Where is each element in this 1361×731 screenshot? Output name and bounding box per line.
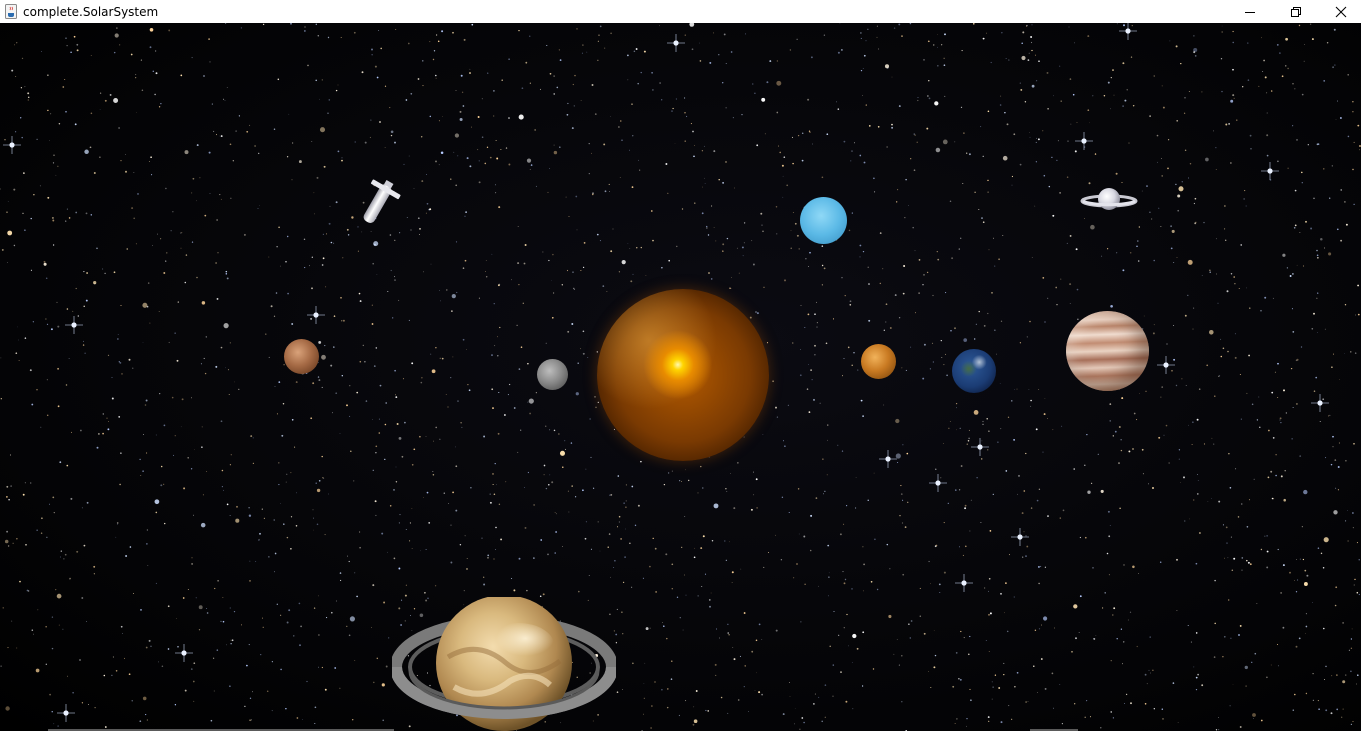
sun bbox=[597, 289, 769, 461]
restore-button[interactable] bbox=[1273, 0, 1319, 23]
scroll-indicator-right bbox=[1030, 729, 1078, 731]
solar-system-canvas[interactable] bbox=[0, 23, 1361, 731]
close-button[interactable] bbox=[1318, 0, 1361, 23]
window-title: complete.SolarSystem bbox=[23, 4, 159, 19]
satellite bbox=[363, 179, 401, 223]
planet-earth bbox=[952, 349, 996, 393]
planet-uranus bbox=[800, 197, 847, 244]
restore-icon bbox=[1291, 6, 1301, 17]
planet-mars bbox=[284, 339, 319, 374]
planet-jupiter bbox=[1066, 311, 1149, 391]
java-cup-icon bbox=[4, 4, 18, 20]
close-icon bbox=[1335, 6, 1347, 17]
minimize-icon bbox=[1245, 11, 1255, 13]
planet-mercury bbox=[537, 359, 568, 390]
title-bar[interactable]: complete.SolarSystem bbox=[0, 0, 1361, 23]
small-ringed-planet bbox=[1080, 188, 1138, 210]
scroll-indicator bbox=[48, 729, 394, 731]
minimize-button[interactable] bbox=[1227, 0, 1273, 23]
planet-saturn bbox=[392, 597, 616, 731]
planet-venus bbox=[861, 344, 896, 379]
